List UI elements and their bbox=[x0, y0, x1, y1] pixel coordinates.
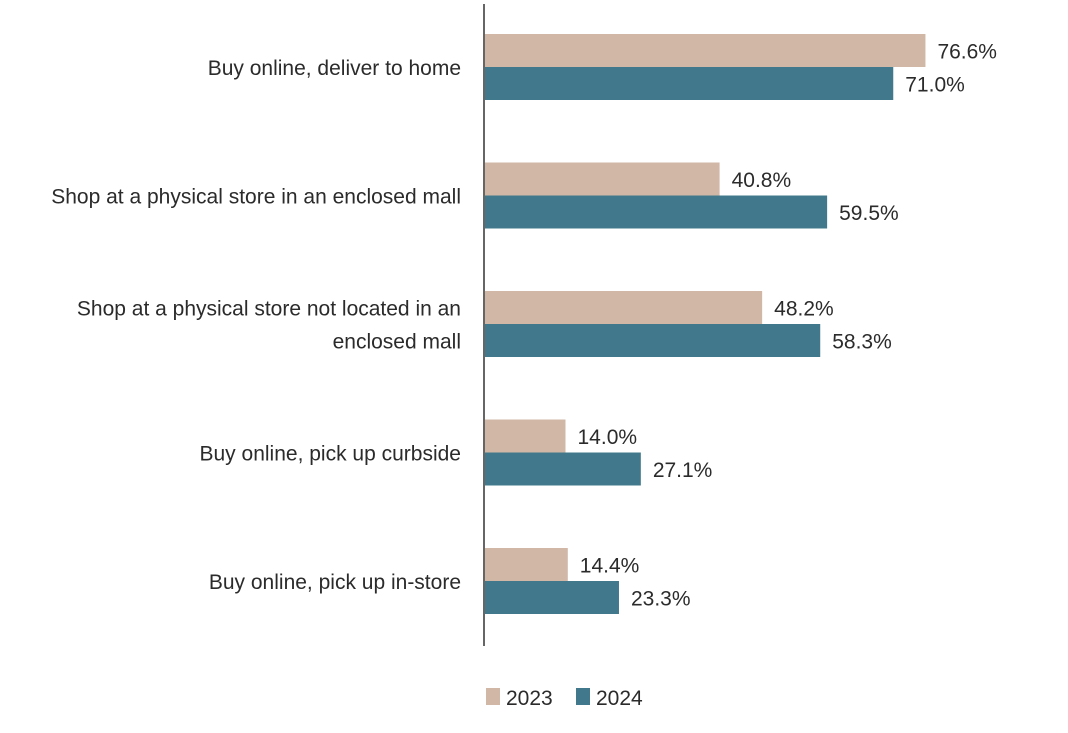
legend: 2023 2024 bbox=[486, 687, 643, 710]
value-label-2023: 14.4% bbox=[580, 555, 640, 578]
labels-layer: Buy online, deliver to home 76.6% 71.0% Sho… bbox=[51, 41, 997, 611]
bar-2024 bbox=[485, 452, 641, 486]
bar-2023 bbox=[485, 34, 926, 67]
bar-2023 bbox=[485, 548, 568, 581]
legend-label-2023: 2023 bbox=[506, 687, 553, 710]
value-label-2023: 48.2% bbox=[774, 298, 834, 321]
bars-layer bbox=[485, 34, 926, 614]
category-label: Buy online, pick up in-store bbox=[209, 571, 461, 594]
value-label-2024: 27.1% bbox=[653, 459, 713, 482]
bar-2024 bbox=[485, 195, 828, 229]
bar-2023 bbox=[485, 291, 763, 324]
value-label-2024: 71.0% bbox=[905, 74, 965, 97]
value-label-2024: 59.5% bbox=[839, 202, 899, 225]
category-label: Shop at a physical store in an enclosed … bbox=[51, 186, 461, 209]
bar-2023 bbox=[485, 162, 720, 196]
value-label-2023: 40.8% bbox=[732, 169, 792, 192]
bar-2023 bbox=[485, 419, 566, 453]
value-label-2023: 76.6% bbox=[937, 41, 997, 64]
value-label-2024: 23.3% bbox=[631, 588, 691, 611]
bar-2024 bbox=[485, 67, 894, 100]
value-label-2024: 58.3% bbox=[832, 331, 892, 354]
category-label: Buy online, pick up curbside bbox=[200, 443, 462, 466]
bar-2024 bbox=[485, 581, 619, 614]
legend-swatch-2023 bbox=[486, 688, 500, 705]
category-label: Shop at a physical store not located in … bbox=[77, 298, 461, 354]
value-label-2023: 14.0% bbox=[578, 426, 638, 449]
legend-label-2024: 2024 bbox=[596, 687, 643, 710]
legend-swatch-2024 bbox=[576, 688, 590, 705]
bar-2024 bbox=[485, 324, 821, 357]
category-label: Buy online, deliver to home bbox=[208, 57, 461, 80]
